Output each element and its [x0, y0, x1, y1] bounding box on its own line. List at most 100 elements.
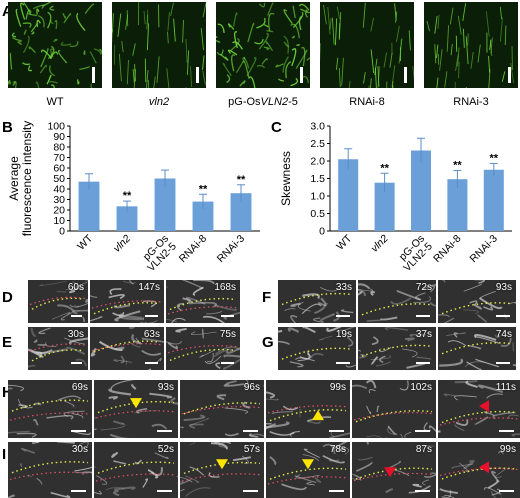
- traced-filament-red: [353, 412, 435, 421]
- timelapse-frame-h-1: 69s: [8, 380, 92, 438]
- confocal-image-4: [320, 2, 414, 88]
- scale-bar: [221, 315, 234, 317]
- traced-filament-green: [361, 344, 433, 357]
- red-arrowhead-icon: [479, 400, 489, 413]
- yellow-arrowhead-icon: [312, 410, 324, 421]
- bar-pg-os-vln2-5: [410, 150, 432, 231]
- significance-mark: **: [199, 183, 208, 195]
- error-bar: [161, 169, 169, 187]
- timelapse-frame-d-3: 168s: [166, 280, 240, 323]
- time-label: 93s: [495, 282, 512, 293]
- time-label: 99s: [329, 382, 346, 393]
- time-label: 19s: [335, 329, 352, 340]
- bar-vln2: [374, 182, 395, 231]
- traced-filament-red: [91, 343, 163, 352]
- scale-bar: [71, 315, 82, 317]
- red-arrowhead-icon: [384, 467, 396, 478]
- panel-label-f: F: [262, 289, 272, 306]
- time-label: 74s: [495, 329, 512, 340]
- error-bar: [489, 162, 498, 177]
- bar-rnai-8: [447, 179, 468, 231]
- x-tick-label: pG-OsVLN2-5: [141, 233, 179, 274]
- significance-mark: **: [123, 190, 132, 202]
- time-label: 168s: [214, 282, 236, 293]
- scale-bar: [415, 490, 430, 492]
- timelapse-frame-e-2: 63s: [90, 327, 164, 370]
- time-label: 96s: [243, 382, 260, 393]
- traced-filament-green: [441, 302, 513, 315]
- timelapse-frame-h-6: 111s: [438, 380, 520, 438]
- timelapse-frame-f-3: 93s: [438, 280, 516, 323]
- svg-text:vln2: vln2: [111, 233, 133, 255]
- x-tick-label: RNAi-3: [468, 233, 501, 266]
- timelapse-frame-e-1: 30s: [28, 327, 88, 370]
- error-bar: [199, 193, 207, 209]
- scale-bar: [496, 362, 510, 364]
- genotype-label: pG-OsVLN2-5: [228, 96, 298, 108]
- panel-label-b: B: [2, 119, 13, 136]
- time-label: 63s: [143, 329, 160, 340]
- y-tick-label: 2.5: [310, 138, 325, 150]
- error-bar: [453, 169, 462, 188]
- timelapse-frame-f-1: 33s: [278, 280, 356, 323]
- traced-filament-green: [441, 342, 513, 355]
- y-tick-label: 40: [53, 184, 65, 196]
- y-tick-label: 2.0: [310, 156, 325, 168]
- scale-bar: [336, 362, 350, 364]
- svg-text:WT: WT: [75, 232, 95, 252]
- error-bar: [417, 137, 425, 163]
- time-label: 93s: [157, 382, 174, 393]
- genotype-label: WT: [46, 96, 64, 108]
- panel-label-c: C: [271, 119, 282, 136]
- y-tick-label: 0: [59, 226, 65, 238]
- scale-bar: [508, 67, 511, 83]
- scale-bar: [92, 67, 95, 83]
- error-bar: [85, 173, 93, 190]
- timelapse-frame-i-3: 57s: [180, 442, 264, 498]
- timelapse-frame-g-2: 37s: [358, 327, 436, 370]
- traced-filament-red: [167, 306, 239, 315]
- genotype-label: vln2: [148, 96, 170, 108]
- y-axis-label: Skewness: [279, 151, 293, 206]
- x-tick-label: RNAi-3: [215, 233, 248, 266]
- traced-filament-red: [267, 476, 349, 485]
- error-bar: [123, 200, 131, 212]
- time-label: 87s: [415, 444, 432, 455]
- traced-filament-green: [441, 467, 517, 480]
- x-tick-label: RNAi-8: [431, 233, 464, 266]
- time-label: 33s: [335, 282, 352, 293]
- significance-mark: **: [453, 159, 462, 171]
- time-label: 60s: [67, 282, 84, 293]
- error-bar: [237, 184, 245, 202]
- y-tick-label: 1.0: [310, 191, 325, 203]
- scale-bar: [157, 430, 172, 432]
- panel-label-h: H: [2, 385, 13, 400]
- y-tick-label: 30: [53, 194, 65, 206]
- svg-text:WT: WT: [334, 232, 354, 252]
- yellow-arrowhead-icon: [130, 398, 142, 409]
- scale-bar: [243, 430, 258, 432]
- traced-filament-green: [281, 347, 353, 360]
- error-bar: [380, 172, 389, 193]
- scale-bar: [145, 315, 158, 317]
- y-tick-label: 60: [53, 163, 65, 175]
- confocal-image-3: [216, 2, 310, 88]
- svg-text:vln2: vln2: [369, 233, 391, 255]
- scale-bar: [71, 430, 86, 432]
- traced-filament-red: [9, 471, 91, 480]
- timelapse-frame-i-2: 52s: [94, 442, 178, 498]
- timelapse-frame-i-5: 87s: [352, 442, 436, 498]
- bar-rnai-8: [192, 201, 214, 231]
- traced-filament-red: [91, 300, 163, 309]
- scale-bar: [145, 362, 158, 364]
- y-tick-label: 0: [319, 226, 325, 238]
- traced-filament-red: [267, 405, 349, 414]
- bar-rnai-3: [230, 193, 252, 231]
- y-axis-label: fluorescence intensity: [20, 121, 34, 236]
- time-label: 57s: [243, 444, 260, 455]
- time-label: 30s: [71, 444, 88, 455]
- time-label: 147s: [138, 282, 160, 293]
- scale-bar: [329, 490, 344, 492]
- error-bar: [344, 148, 353, 170]
- time-label: 30s: [67, 329, 84, 340]
